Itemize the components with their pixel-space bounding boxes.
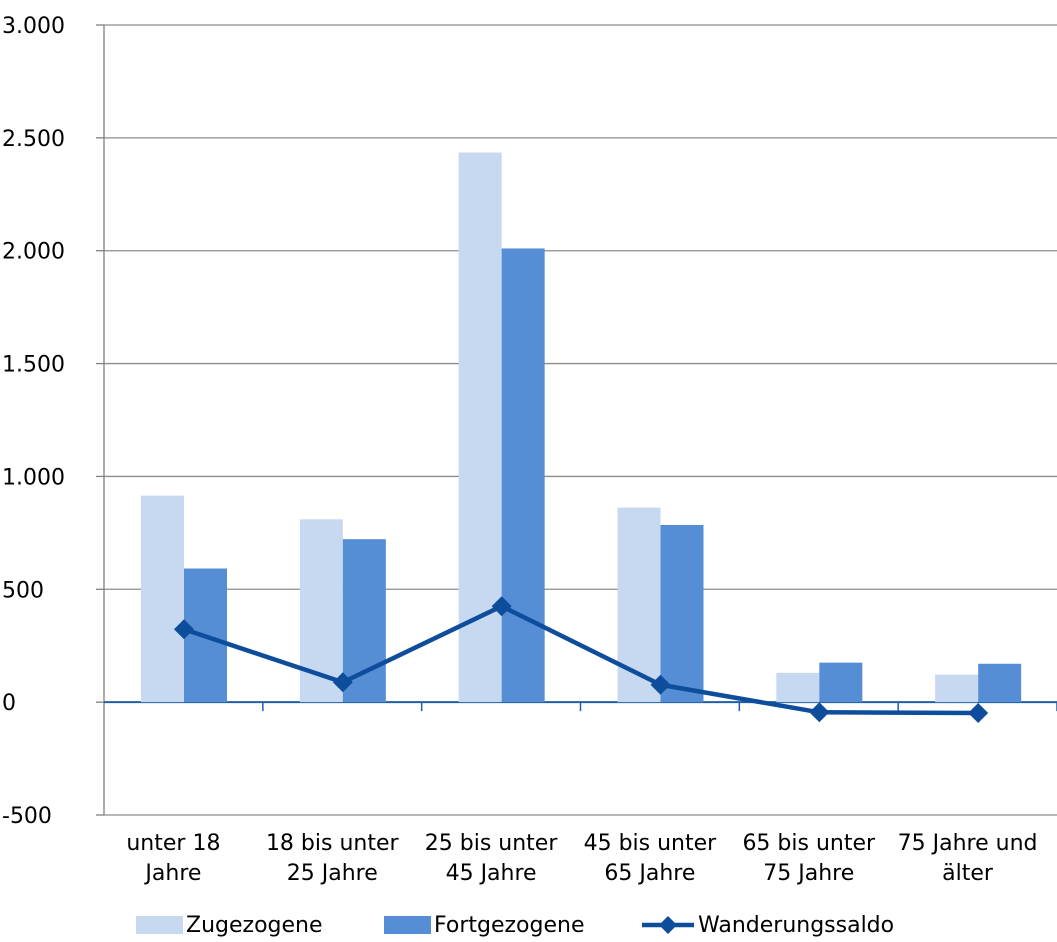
y-tick-label: 0	[2, 691, 16, 716]
saldo-line	[174, 596, 989, 723]
x-tick-label-line: 18 bis unter	[266, 831, 400, 856]
y-tick-label: 1.500	[2, 353, 65, 378]
bar-zugezogene	[458, 152, 502, 703]
legend-label-zugezogene: Zugezogene	[186, 913, 323, 938]
x-tick-label: 25 bis unter 45 Jahre	[425, 831, 559, 886]
x-tick-label-line: 45 Jahre	[446, 861, 537, 886]
y-tick-label: 2.000	[2, 240, 65, 265]
saldo-marker	[491, 596, 512, 617]
gridlines	[104, 24, 1057, 816]
saldo-marker	[650, 674, 671, 695]
x-tick-label-line: 25 bis unter	[425, 831, 559, 856]
x-tick-label-line: Jahre	[143, 861, 201, 886]
bar-fortgezogene	[501, 248, 545, 703]
x-tick-label-line: 45 bis unter	[584, 831, 718, 856]
tick-labels: -500 0 500 1.000 1.500 2.000 2.500 3.000 unter 1…	[2, 14, 1038, 886]
saldo-marker	[174, 619, 194, 640]
saldo-marker	[332, 672, 353, 693]
x-tick-label-line: 75 Jahre und	[898, 831, 1038, 856]
x-tick-label-line: unter 18	[126, 831, 220, 856]
x-tick-label: unter 18 Jahre	[126, 831, 220, 886]
bar-zugezogene	[617, 507, 661, 703]
bar-fortgezogene	[978, 663, 1022, 703]
legend-swatch-zugezogene	[136, 916, 183, 934]
y-tick-label: 500	[2, 578, 44, 603]
bar-fortgezogene	[819, 662, 863, 703]
bar-zugezogene	[935, 674, 979, 703]
legend-swatch-fortgezogene	[384, 916, 431, 934]
bar-zugezogene	[141, 495, 184, 703]
legend-label-fortgezogene: Fortgezogene	[434, 913, 585, 938]
x-tick-label-line: 25 Jahre	[287, 861, 378, 886]
x-tick-label-line: 65 bis unter	[742, 831, 876, 856]
saldo-marker	[809, 702, 830, 723]
bar-fortgezogene	[342, 539, 386, 703]
bar-fortgezogene	[660, 524, 704, 703]
legend-label-wanderungssaldo: Wanderungssaldo	[698, 913, 894, 938]
x-tick-label: 75 Jahre und älter	[898, 831, 1038, 886]
bar-zugezogene	[776, 672, 820, 703]
axes	[96, 24, 1057, 816]
x-tick-label: 65 bis unter 75 Jahre	[742, 831, 876, 886]
line-wanderungssaldo	[183, 603, 979, 716]
x-tick-label: 45 bis unter 65 Jahre	[584, 831, 718, 886]
legend-marker-wanderungssaldo	[659, 916, 677, 934]
bars	[141, 152, 1022, 703]
y-tick-label: 1.000	[2, 465, 65, 490]
y-tick-label: 3.000	[2, 14, 65, 39]
y-tick-label: -500	[2, 804, 52, 829]
saldo-marker	[968, 702, 989, 723]
legend: Zugezogene Fortgezogene Wanderungssaldo	[136, 913, 894, 938]
y-tick-label: 2.500	[2, 127, 65, 152]
x-tick-label: 18 bis unter 25 Jahre	[266, 831, 400, 886]
x-tick-label-line: 65 Jahre	[604, 861, 695, 886]
x-tick-label-line: 75 Jahre	[763, 861, 854, 886]
x-tick-label-line: älter	[942, 861, 994, 886]
